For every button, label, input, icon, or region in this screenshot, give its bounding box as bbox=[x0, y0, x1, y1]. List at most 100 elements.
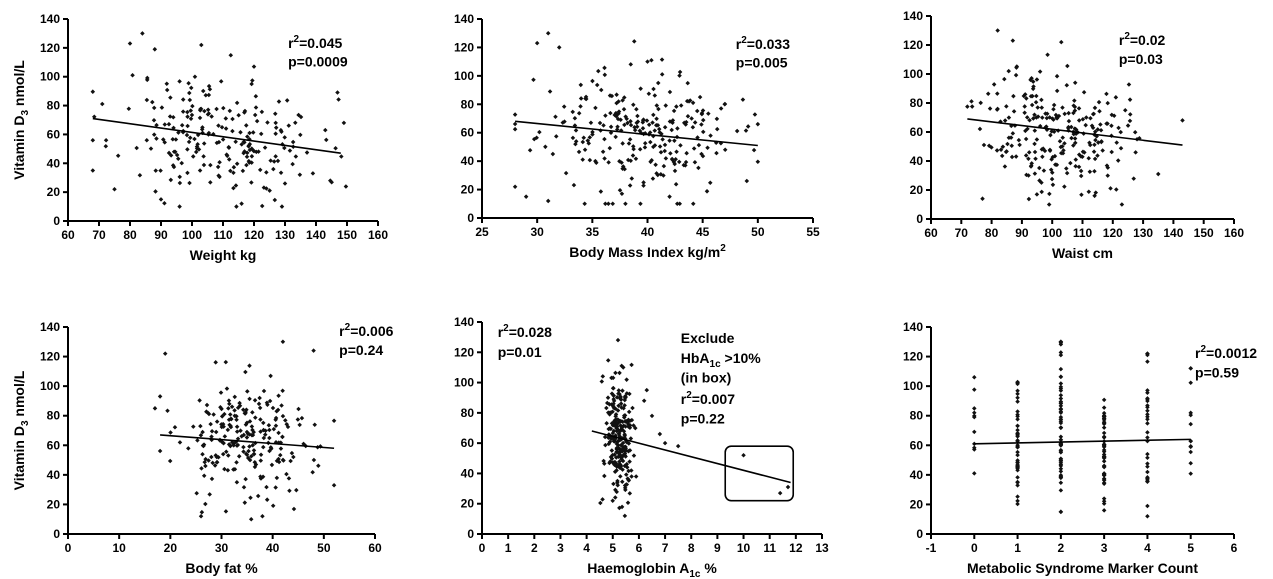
data-point bbox=[1046, 202, 1052, 207]
data-point bbox=[671, 108, 677, 114]
data-point bbox=[167, 458, 173, 464]
data-point bbox=[598, 189, 604, 194]
data-point bbox=[1127, 118, 1133, 124]
data-point bbox=[249, 424, 255, 429]
data-point bbox=[261, 435, 267, 441]
data-point bbox=[1086, 155, 1091, 161]
data-point bbox=[1037, 69, 1043, 74]
data-point bbox=[1004, 104, 1009, 109]
data-point bbox=[658, 150, 664, 155]
data-point bbox=[1058, 374, 1064, 379]
data-point bbox=[660, 137, 665, 142]
data-point bbox=[1032, 141, 1037, 147]
data-point bbox=[1101, 434, 1107, 440]
data-point bbox=[626, 478, 632, 483]
data-point bbox=[613, 370, 618, 376]
data-point bbox=[1011, 109, 1017, 114]
x-tick-label: 4 bbox=[1144, 541, 1151, 555]
data-point bbox=[652, 128, 658, 133]
x-tick-label: 1 bbox=[1014, 541, 1021, 555]
data-point bbox=[198, 106, 203, 112]
data-point bbox=[972, 375, 977, 380]
data-point bbox=[659, 57, 665, 62]
data-point bbox=[628, 122, 634, 128]
data-point bbox=[661, 163, 667, 169]
x-tick-label: 1 bbox=[505, 541, 512, 555]
data-point bbox=[272, 197, 278, 203]
data-point bbox=[1058, 393, 1064, 398]
data-point bbox=[576, 149, 582, 155]
data-point bbox=[610, 498, 615, 504]
data-point bbox=[708, 133, 713, 138]
data-point bbox=[1022, 104, 1027, 109]
y-tick-label: 40 bbox=[910, 154, 924, 168]
data-point bbox=[1058, 466, 1064, 472]
data-point bbox=[288, 458, 293, 464]
data-point bbox=[1037, 165, 1042, 171]
data-point bbox=[223, 449, 229, 455]
x-tick-label: 3 bbox=[557, 541, 564, 555]
data-point bbox=[1122, 107, 1128, 113]
data-point bbox=[1058, 400, 1064, 406]
data-point bbox=[273, 131, 278, 136]
data-point bbox=[706, 111, 711, 116]
data-point bbox=[1101, 477, 1107, 483]
data-point bbox=[179, 160, 184, 166]
data-point bbox=[283, 418, 288, 423]
data-point bbox=[241, 444, 246, 450]
data-point bbox=[1051, 106, 1056, 112]
data-point bbox=[1039, 189, 1044, 195]
y-tick-label: 0 bbox=[916, 527, 923, 541]
x-tick-label: 2 bbox=[1058, 541, 1065, 555]
data-point bbox=[275, 158, 281, 164]
data-point bbox=[582, 201, 587, 207]
data-point bbox=[1041, 168, 1047, 173]
data-point bbox=[276, 393, 281, 398]
data-point bbox=[1101, 471, 1107, 476]
data-point bbox=[144, 97, 150, 103]
data-point bbox=[268, 445, 274, 450]
data-point bbox=[291, 506, 297, 512]
data-point bbox=[209, 434, 214, 439]
data-point bbox=[224, 386, 230, 391]
data-point bbox=[613, 134, 618, 140]
data-point bbox=[103, 138, 109, 143]
data-point bbox=[230, 116, 235, 122]
data-point bbox=[177, 79, 182, 84]
data-point bbox=[204, 409, 209, 414]
data-point bbox=[684, 150, 689, 156]
data-point bbox=[969, 99, 974, 104]
data-point bbox=[312, 422, 318, 428]
data-point bbox=[211, 412, 216, 417]
data-point bbox=[164, 81, 170, 87]
data-point bbox=[617, 465, 623, 471]
data-point bbox=[214, 106, 219, 112]
data-point bbox=[550, 151, 556, 157]
data-point bbox=[685, 113, 691, 119]
data-point bbox=[648, 139, 653, 145]
annotation-r2: r2=0.007 bbox=[681, 390, 735, 407]
data-point bbox=[187, 90, 192, 96]
data-point bbox=[987, 106, 993, 111]
data-point bbox=[261, 427, 266, 433]
data-point bbox=[635, 113, 640, 119]
data-point bbox=[609, 448, 615, 453]
data-point bbox=[645, 59, 650, 64]
data-point bbox=[573, 128, 579, 133]
excluded-points-box bbox=[724, 445, 795, 502]
data-point bbox=[274, 408, 279, 414]
data-point bbox=[1101, 454, 1107, 459]
data-point bbox=[232, 408, 237, 413]
data-point bbox=[613, 495, 618, 500]
data-point bbox=[1101, 498, 1107, 504]
data-point bbox=[172, 424, 178, 430]
data-point bbox=[249, 180, 254, 185]
data-point bbox=[620, 388, 625, 393]
data-point bbox=[641, 180, 646, 185]
data-point bbox=[200, 125, 205, 130]
data-point bbox=[1009, 143, 1015, 149]
data-point bbox=[1061, 148, 1066, 153]
data-point bbox=[282, 181, 288, 186]
data-point bbox=[198, 423, 203, 429]
data-point bbox=[278, 446, 284, 451]
